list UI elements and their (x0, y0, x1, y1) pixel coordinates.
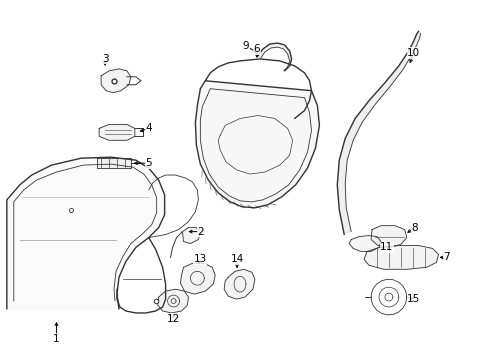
Polygon shape (258, 43, 292, 71)
Polygon shape (349, 235, 381, 251)
Text: 15: 15 (407, 294, 420, 304)
Polygon shape (182, 228, 200, 243)
Polygon shape (364, 246, 439, 269)
Text: 10: 10 (407, 48, 420, 58)
Text: 5: 5 (146, 158, 152, 168)
Polygon shape (224, 269, 255, 299)
Polygon shape (7, 157, 165, 309)
Text: 14: 14 (230, 255, 244, 264)
Polygon shape (196, 81, 319, 208)
Text: 13: 13 (194, 255, 207, 264)
Polygon shape (337, 31, 420, 235)
Text: 9: 9 (243, 41, 249, 51)
Polygon shape (99, 125, 135, 140)
Text: 2: 2 (197, 226, 204, 237)
Polygon shape (97, 158, 131, 168)
Polygon shape (101, 69, 131, 93)
Text: 4: 4 (146, 123, 152, 134)
Text: 6: 6 (254, 44, 260, 54)
Text: 7: 7 (443, 252, 450, 262)
Text: 8: 8 (412, 222, 418, 233)
Polygon shape (180, 264, 215, 294)
Text: 1: 1 (53, 334, 60, 344)
Text: 11: 11 (380, 243, 393, 252)
Polygon shape (158, 289, 189, 313)
Text: 12: 12 (167, 314, 180, 324)
Polygon shape (371, 226, 407, 247)
Text: 3: 3 (102, 54, 108, 64)
